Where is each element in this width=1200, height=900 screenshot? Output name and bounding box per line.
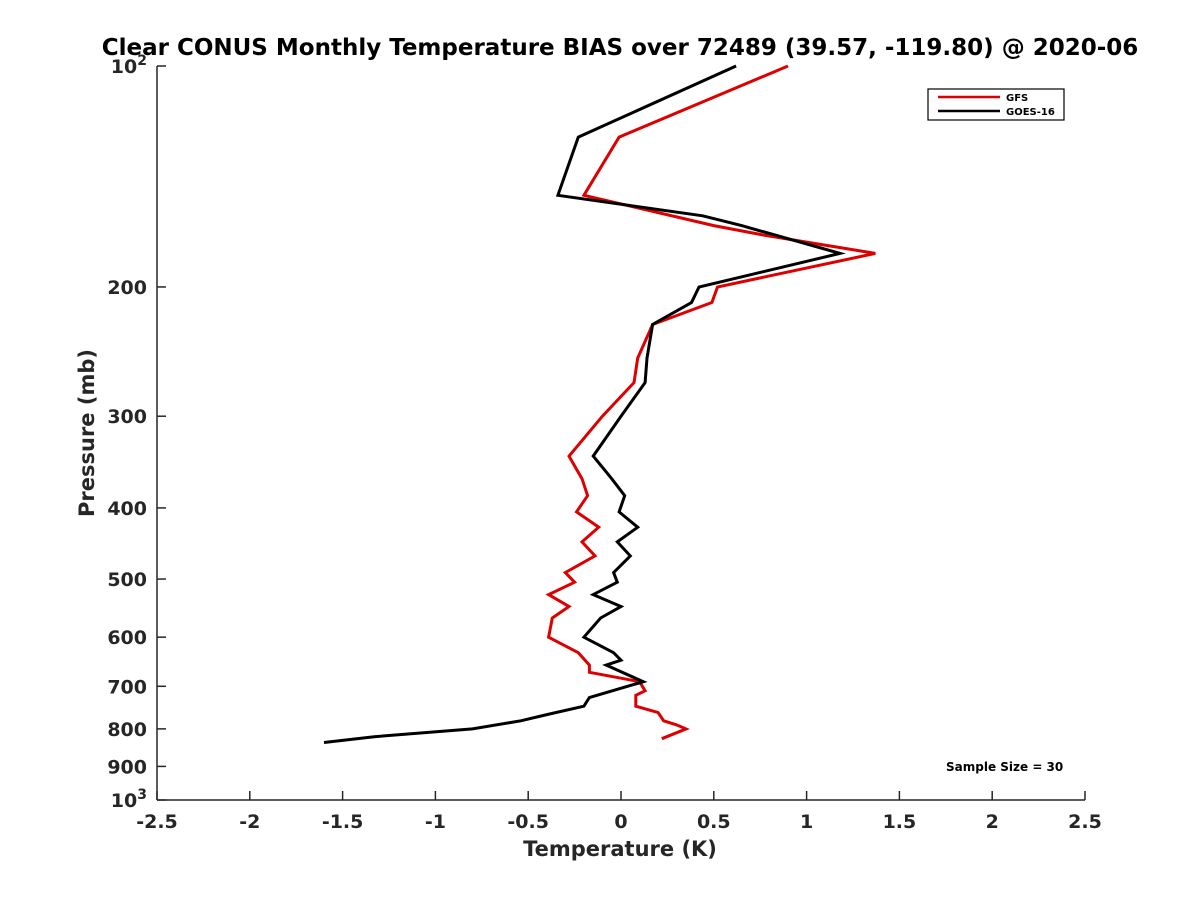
x-tick-label: 0.5: [697, 811, 731, 833]
legend-box: [927, 88, 1065, 121]
y-axis-label: Pressure (mb): [75, 349, 99, 517]
axes-layer: -2.5 -2 -1.5 -1 -0.5 0 0.5 1 1.5 2 2.5 102 200 300 400…: [107, 53, 1102, 833]
series-line-gfs: [545, 64, 876, 741]
y-tick-label: 700: [107, 676, 147, 698]
chart-title: Clear CONUS Monthly Temperature BIAS ove…: [102, 35, 1139, 61]
x-tick-label: -0.5: [507, 811, 549, 833]
y-tick-label: 900: [107, 756, 147, 778]
sample-size-annotation: Sample Size = 30: [946, 760, 1063, 774]
y-tick-label: 102: [111, 53, 147, 78]
x-tick-label: 0: [614, 811, 627, 833]
legend: GFS GOES-16: [927, 88, 1065, 121]
series-line-goes16: [323, 64, 846, 744]
x-tick-label: -1.5: [322, 811, 364, 833]
legend-label-gfs: GFS: [1006, 93, 1028, 104]
x-tick-label: -2: [239, 811, 260, 833]
y-tick-label: 400: [107, 498, 147, 520]
legend-label-goes16: GOES-16: [1006, 107, 1055, 118]
series-layer: [323, 64, 876, 744]
x-tick-label: 1.5: [883, 811, 917, 833]
y-tick-label: 600: [107, 627, 147, 649]
y-tick-label: 800: [107, 719, 147, 741]
y-tick-label: 300: [107, 406, 147, 428]
plot-area: -2.5 -2 -1.5 -1 -0.5 0 0.5 1 1.5 2 2.5 102 200 300 400…: [107, 53, 1102, 833]
x-tick-label: -1: [425, 811, 446, 833]
y-tick-label: 200: [107, 277, 147, 299]
y-tick-label: 103: [111, 787, 147, 812]
x-tick-label: 2: [986, 811, 999, 833]
x-axis-label: Temperature (K): [523, 837, 717, 861]
x-tick-label: 2.5: [1068, 811, 1102, 833]
x-tick-label: 1: [800, 811, 813, 833]
x-tick-label: -2.5: [136, 811, 178, 833]
y-tick-label: 500: [107, 569, 147, 591]
